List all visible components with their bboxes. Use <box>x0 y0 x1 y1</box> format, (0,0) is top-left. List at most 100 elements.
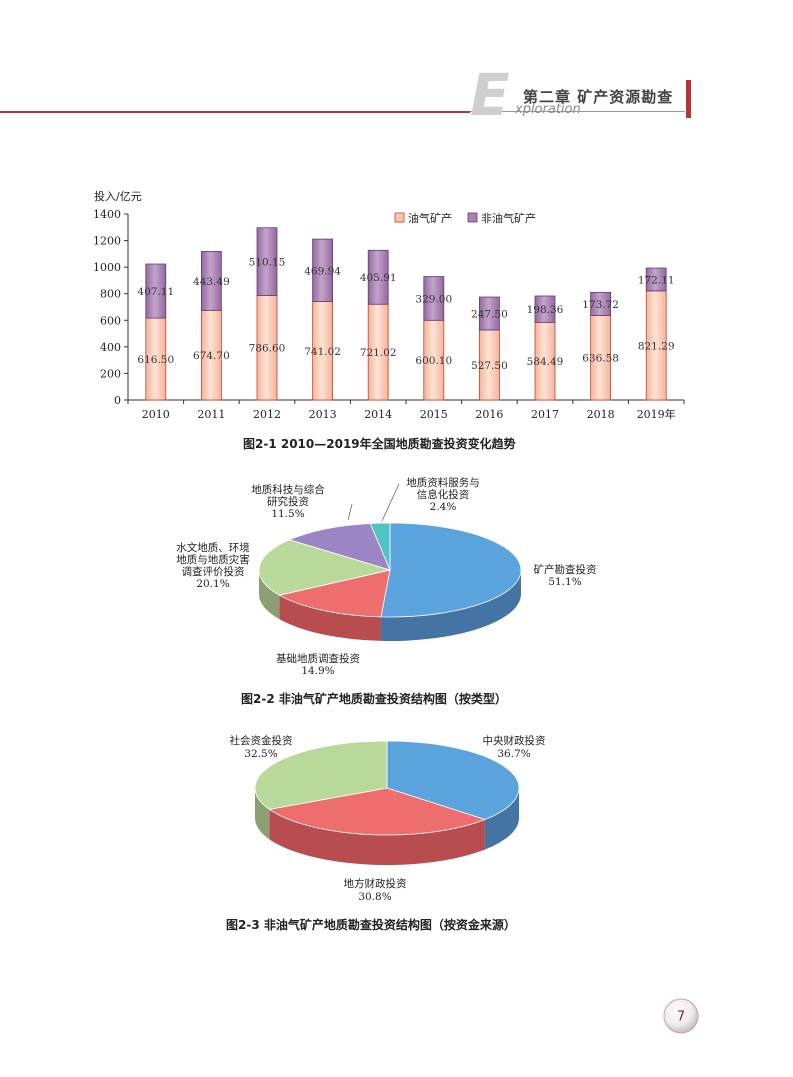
data-label-oil: 674.70 <box>193 350 230 362</box>
data-label-nonoil: 173.72 <box>582 299 619 311</box>
pie-label: 地方财政投资 <box>344 877 407 890</box>
pie-slice <box>386 740 520 820</box>
figure1-caption: 图2-1 2010—2019年全国地质勘查投资变化趋势 <box>243 437 516 451</box>
chapter-title: 第二章 矿产资源勘查 <box>523 88 674 106</box>
page-number: 7 <box>677 1010 685 1025</box>
pie-label: 地质科技与综合 <box>251 483 325 496</box>
y-tick-label: 0 <box>114 394 121 407</box>
bar-nonoil <box>256 227 278 296</box>
pie-slice <box>380 522 522 618</box>
pie-slice <box>254 740 388 810</box>
y-tick-label: 200 <box>100 367 121 380</box>
pie-slice-side <box>259 570 280 620</box>
pie-slice-side <box>255 788 270 840</box>
x-tick-label: 2015 <box>420 408 448 421</box>
pie-label: 社会资金投资 <box>230 734 293 747</box>
pie-percent: 36.7% <box>497 748 530 760</box>
pie-percent: 32.5% <box>244 748 277 760</box>
bar-nonoil <box>200 251 222 311</box>
data-label-oil: 786.60 <box>249 343 286 355</box>
pie-percent: 30.8% <box>358 891 391 903</box>
pie-label: 地质与地质灾害 <box>176 553 250 566</box>
header-rule-red <box>0 111 470 113</box>
bar-nonoil <box>590 291 611 316</box>
pie-percent: 20.1% <box>196 578 229 590</box>
data-label-oil: 636.58 <box>582 353 619 365</box>
data-label-oil: 821.29 <box>638 340 675 352</box>
pie-slice <box>288 523 391 571</box>
header-word: xploration <box>515 102 581 117</box>
pie-slice <box>258 539 392 596</box>
x-tick-label: 2019年 <box>637 407 676 421</box>
data-label-nonoil: 510.15 <box>249 257 286 269</box>
leader-line <box>347 503 353 521</box>
pie-slice-side <box>279 595 381 641</box>
pie-percent: 2.4% <box>430 501 457 513</box>
x-tick-label: 2011 <box>197 408 225 421</box>
y-tick-label: 1400 <box>93 208 121 221</box>
bar-nonoil <box>645 267 667 292</box>
figure3-caption: 图2-3 非油气矿产地质勘查投资结构图（按资金来源） <box>226 918 516 932</box>
pie-slice <box>369 522 391 571</box>
legend-swatch-nonoil <box>467 212 478 223</box>
y-tick-label: 400 <box>100 341 121 354</box>
data-label-nonoil: 469.94 <box>304 265 341 277</box>
bar-nonoil <box>367 249 389 305</box>
pie-percent: 51.1% <box>548 576 581 588</box>
data-label-oil: 721.02 <box>360 347 397 359</box>
header-rule-gray <box>470 111 685 112</box>
pie-label: 调查评价投资 <box>182 565 245 578</box>
data-label-oil: 527.50 <box>471 360 508 372</box>
data-label-nonoil: 329.00 <box>415 293 452 305</box>
figure2-caption: 图2-2 非油气矿产地质勘查投资结构图（按类型） <box>241 692 507 706</box>
x-tick-label: 2013 <box>309 408 337 421</box>
x-tick-label: 2018 <box>587 408 615 421</box>
y-tick-label: 1000 <box>93 261 121 274</box>
bar-nonoil <box>423 276 445 321</box>
pie-percent: 11.5% <box>271 508 304 520</box>
page-number-badge: 7 <box>661 996 701 1036</box>
data-label-oil: 584.49 <box>527 356 564 368</box>
pie-label: 地质资料服务与 <box>406 476 480 489</box>
bar-chart: 0 200 400 600 800 1000 1200 1400 投入/亿元 616.50 407.… <box>93 189 685 421</box>
pie-percent: 14.9% <box>301 665 334 677</box>
y-tick-label: 600 <box>100 314 121 327</box>
pie-slice-side <box>380 570 521 641</box>
legend: 油气矿产 非油气矿产 <box>394 211 536 225</box>
pie-label: 中央财政投资 <box>483 734 546 747</box>
data-label-nonoil: 405.91 <box>360 272 397 284</box>
pie-slice <box>278 569 391 618</box>
header-accent-bar <box>686 80 691 118</box>
pie-label: 信息化投资 <box>417 488 470 501</box>
data-label-nonoil: 247.50 <box>471 308 508 320</box>
data-label-nonoil: 172.11 <box>638 274 675 286</box>
data-label-oil: 600.10 <box>415 355 452 367</box>
x-tick-label: 2012 <box>253 408 281 421</box>
pie-slice-side <box>269 809 485 865</box>
x-tick-label: 2014 <box>364 408 392 421</box>
data-label-nonoil: 407.11 <box>137 286 174 298</box>
y-axis-label: 投入/亿元 <box>94 189 142 203</box>
bar-nonoil <box>145 263 167 319</box>
leader-line <box>381 483 400 522</box>
pie-label: 水文地质、环境 <box>176 541 250 554</box>
data-label-nonoil: 443.49 <box>193 276 230 288</box>
data-label-oil: 741.02 <box>304 346 341 358</box>
header-letter: E <box>470 61 510 129</box>
pie-slice-side <box>484 788 519 850</box>
y-tick-label: 800 <box>100 288 121 301</box>
x-tick-label: 2017 <box>531 408 559 421</box>
pie-label: 矿产勘查投资 <box>534 563 597 576</box>
legend-label-oil: 油气矿产 <box>408 211 452 225</box>
legend-swatch-oil <box>394 212 405 223</box>
x-tick-label: 2016 <box>475 408 503 421</box>
data-label-nonoil: 198.36 <box>527 304 564 316</box>
legend-label-nonoil: 非油气矿产 <box>481 211 536 225</box>
pie-label: 研究投资 <box>267 495 309 508</box>
bar-nonoil <box>312 238 334 302</box>
pie-label: 基础地质调查投资 <box>276 652 360 665</box>
bar-nonoil <box>478 296 500 331</box>
bar-nonoil <box>534 295 556 323</box>
